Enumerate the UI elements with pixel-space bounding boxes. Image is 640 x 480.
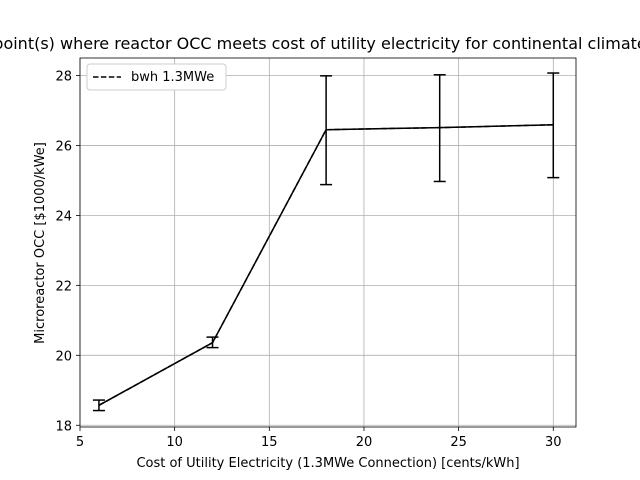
tick-layer: 5 10 15 20 25 30 18 20 22 24 26 28 — [55, 69, 561, 450]
x-tick-label: 10 — [166, 435, 183, 450]
legend-box — [86, 63, 227, 91]
y-tick-label: 26 — [55, 139, 72, 154]
series-layer — [92, 72, 560, 412]
grid-lines — [79, 58, 576, 427]
x-axis-label: Cost of Utility Electricity (1.3MWe Conn… — [136, 456, 519, 471]
y-tick-label: 22 — [55, 279, 72, 294]
x-tick-label: 5 — [76, 435, 84, 450]
x-tick-label: 25 — [450, 435, 467, 450]
y-axis-label: Microreactor OCC [$1000/kWe] — [33, 142, 48, 344]
x-tick-label: 15 — [261, 435, 278, 450]
x-tick-label: 30 — [545, 435, 562, 450]
plot-frame — [79, 57, 577, 428]
y-tick-label: 18 — [55, 419, 72, 434]
legend: bwh 1.3MWe — [86, 63, 227, 91]
y-tick-label: 28 — [55, 69, 72, 84]
y-tick-label: 20 — [55, 349, 72, 364]
legend-label: bwh 1.3MWe — [131, 70, 214, 85]
x-tick-label: 20 — [356, 435, 373, 450]
chart-title: point(s) where reactor OCC meets cost of… — [0, 34, 640, 53]
y-tick-label: 24 — [55, 209, 72, 224]
axes — [79, 57, 577, 428]
